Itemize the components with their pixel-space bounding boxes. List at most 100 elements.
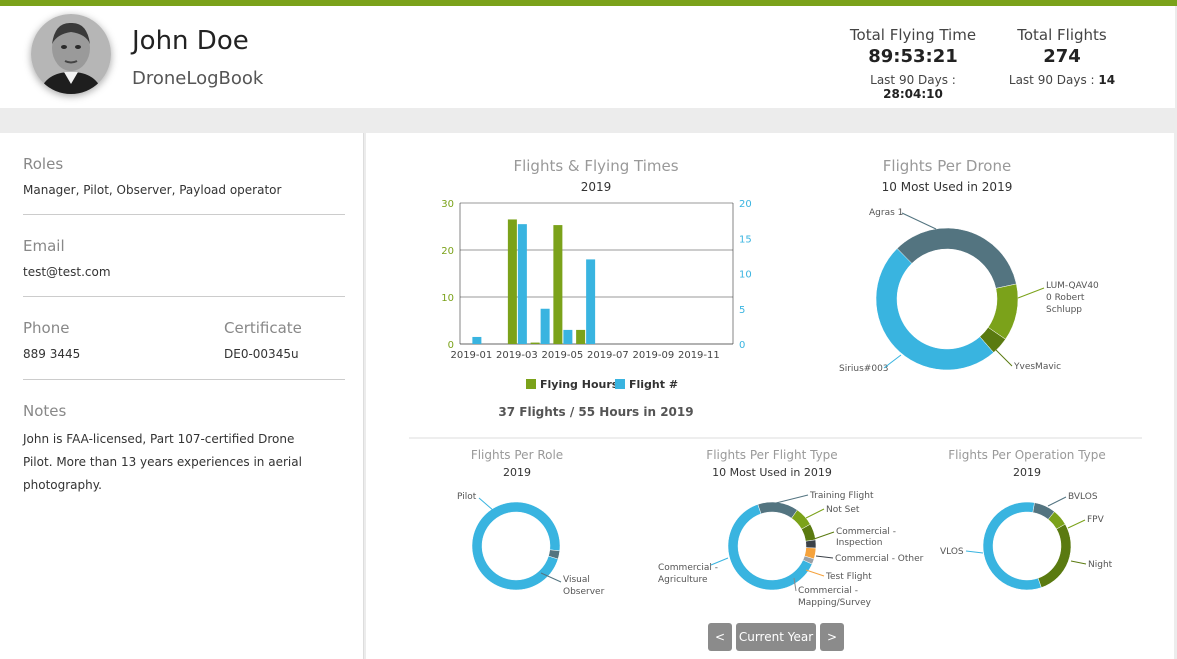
donut-slice[interactable] — [982, 501, 1042, 591]
slice-label: Not Set — [826, 505, 860, 515]
bar-chart: 0 10 20 30 0 5 10 15 20 2019-01 2019-03 2019-05 2019… — [441, 199, 751, 361]
donut-slice[interactable] — [548, 549, 561, 560]
bar-chart-subtitle: 2019 — [581, 180, 612, 194]
stat-value: 274 — [1043, 46, 1081, 67]
type-chart-title: Flights Per Flight Type — [706, 448, 837, 462]
y-left-tick: 0 — [448, 340, 454, 351]
stat-last-90: Last 90 Days : 28:04:10 — [870, 73, 956, 101]
app-name: DroneLogBook — [132, 68, 264, 89]
details-panel: Roles Manager, Pilot, Observer, Payload … — [0, 133, 364, 659]
donut-slice[interactable] — [805, 539, 817, 549]
y-left-tick: 20 — [441, 246, 454, 257]
slice-label: LUM-QAV40 0 Robert Schlupp — [1046, 281, 1099, 315]
op-chart-subtitle: 2019 — [1013, 466, 1041, 479]
x-tick: 2019-11 — [678, 350, 720, 361]
slice-label: Sirius#003 — [839, 364, 889, 374]
stat-label: Total Flying Time — [849, 26, 977, 44]
avatar — [31, 14, 111, 94]
x-tick: 2019-03 — [496, 350, 538, 361]
charts-panel: Flights & Flying Times 2019 0 10 20 30 0 5 10 1… — [366, 133, 1174, 659]
summary-text: 37 Flights / 55 Hours in 2019 — [498, 405, 693, 419]
legend-hours[interactable]: Flying Hours — [540, 378, 619, 391]
legend-swatch-flights — [615, 379, 625, 389]
op-labels: BVLOS FPV Night VLOS — [940, 492, 1113, 570]
slice-label: Test Flight — [825, 572, 872, 582]
divider — [23, 379, 345, 380]
x-tick: 2019-09 — [632, 350, 674, 361]
profile-header: John Doe DroneLogBook Total Flying Time … — [0, 6, 1175, 108]
bar-flights — [586, 259, 596, 344]
slice-label: Training Flight — [809, 491, 874, 501]
profile-name: John Doe — [132, 26, 249, 56]
slice-label: Commercial -Inspection — [836, 527, 896, 548]
roles-value: Manager, Pilot, Observer, Payload operat… — [23, 183, 282, 197]
role-chart-subtitle: 2019 — [503, 466, 531, 479]
donut-slice[interactable] — [896, 227, 1017, 289]
drone-donut — [875, 227, 1019, 371]
notes-label: Notes — [23, 402, 67, 420]
y-right-tick: 20 — [739, 199, 752, 210]
divider — [23, 214, 345, 215]
next-year-button[interactable]: > — [820, 623, 844, 651]
op-chart-title: Flights Per Operation Type — [948, 448, 1106, 462]
x-tick: 2019-05 — [541, 350, 583, 361]
donut-slice[interactable] — [471, 501, 561, 591]
slice-label: Commercial - Other — [835, 554, 924, 564]
y-right-tick: 5 — [739, 305, 745, 316]
bar-hours — [576, 329, 586, 344]
type-chart-subtitle: 10 Most Used in 2019 — [712, 466, 832, 479]
slice-label: BVLOS — [1068, 492, 1098, 502]
slice-label: Commercial -Agriculture — [658, 563, 718, 585]
donut-slice[interactable] — [727, 504, 813, 591]
divider — [23, 296, 345, 297]
bar-flights — [472, 336, 482, 344]
role-chart-title: Flights Per Role — [471, 448, 563, 462]
user-photo-icon — [31, 14, 111, 94]
bar-chart-title: Flights & Flying Times — [513, 157, 678, 175]
y-left-tick: 10 — [441, 293, 454, 304]
notes-value: John is FAA-licensed, Part 107-certified… — [23, 432, 302, 492]
y-left-tick: 30 — [441, 199, 454, 210]
accent-bar — [0, 0, 1177, 6]
bar-flights — [563, 329, 573, 344]
stat-label: Total Flights — [1017, 26, 1107, 44]
slice-label: FPV — [1087, 515, 1105, 525]
op-donut — [982, 501, 1072, 591]
drone-chart-subtitle: 10 Most Used in 2019 — [882, 180, 1013, 194]
type-donut — [727, 501, 817, 591]
stat-flights: Total Flights 274 Last 90 Days : 14 — [1000, 26, 1124, 87]
stat-value: 89:53:21 — [868, 46, 958, 67]
charts-canvas: Flights & Flying Times 2019 0 10 20 30 0 5 10 1… — [409, 157, 1142, 608]
donut-slice[interactable] — [757, 501, 798, 519]
email-label: Email — [23, 237, 65, 255]
slice-label: YvesMavic — [1013, 362, 1061, 372]
bar-legend: Flying Hours Flight # — [526, 378, 678, 391]
bar-hours — [530, 342, 540, 344]
current-year-button[interactable]: Current Year — [736, 623, 816, 651]
slice-label: Agras 1 — [869, 208, 903, 218]
slice-label: VLOS — [940, 547, 964, 557]
y-right-tick: 0 — [739, 340, 745, 351]
phone-label: Phone — [23, 319, 70, 337]
phone-value: 889 3445 — [23, 347, 81, 361]
slice-label: Night — [1088, 560, 1113, 570]
drone-labels: Agras 1 LUM-QAV40 0 Robert Schlupp YvesMav… — [839, 208, 1099, 374]
stat-last-90: Last 90 Days : 14 — [1008, 73, 1116, 87]
x-tick: 2019-07 — [587, 350, 629, 361]
bar-flights — [517, 224, 527, 344]
donut-slice[interactable] — [1037, 523, 1072, 588]
legend-flights[interactable]: Flight # — [629, 378, 678, 391]
x-tick: 2019-01 — [450, 350, 492, 361]
slice-label: Pilot — [457, 492, 477, 502]
slice-label: Visual Observer — [563, 575, 605, 597]
bar-hours — [553, 225, 563, 344]
bar-flights — [540, 308, 550, 344]
slice-label: Commercial -Mapping/Survey — [798, 586, 872, 608]
legend-swatch-hours — [526, 379, 536, 389]
y-right-tick: 10 — [739, 270, 752, 281]
donut-slice[interactable] — [875, 248, 994, 371]
bar-hours — [507, 219, 517, 344]
drone-chart-title: Flights Per Drone — [883, 157, 1011, 175]
stat-flying-time: Total Flying Time 89:53:21 Last 90 Days … — [843, 26, 983, 101]
prev-year-button[interactable]: < — [708, 623, 732, 651]
